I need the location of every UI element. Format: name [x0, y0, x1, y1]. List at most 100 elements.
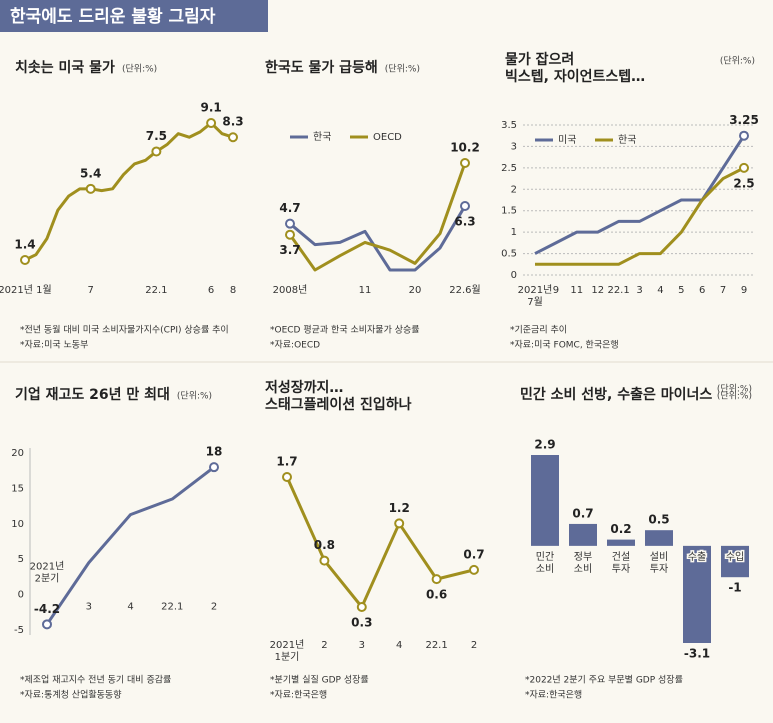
y-tick-label: 1 [511, 227, 517, 238]
point-marker [85, 183, 96, 194]
x-tick-label: 22.1 [425, 640, 447, 651]
x-tick-label: 4 [127, 602, 133, 613]
line [24, 121, 234, 262]
footnote: *기준금리 추이 [510, 325, 567, 336]
point-marker [460, 158, 470, 168]
y-tick-label: 0 [511, 270, 517, 281]
header-title: 한국에도 드리운 불황 그림자 [10, 7, 216, 27]
point-marker [739, 162, 749, 173]
x-tick-label: 2 [321, 640, 327, 651]
unit-label: (단위:%) [122, 64, 157, 75]
x-tick-label: 4 [657, 285, 663, 296]
text-line: 투자 [612, 563, 630, 575]
unit-label: (단위:%) [717, 391, 752, 402]
legend-label: 한국 [618, 134, 636, 146]
text-line: 스태그플레이션 진입하나 [265, 396, 412, 413]
data-label: 0.8 [314, 538, 335, 552]
y-tick-label: 3.5 [501, 120, 517, 131]
legend-label: 한국 [313, 131, 331, 143]
chart-title: 저성장까지… 스태그플레이션 진입하나 [265, 379, 412, 413]
footnote: *2022년 2분기 주요 부문별 GDP 성장률 [525, 675, 683, 686]
line [45, 465, 215, 626]
data-label: -1 [728, 581, 741, 595]
unit-label: (단위:%) [720, 56, 755, 67]
x-tick-label: 6 [699, 285, 705, 296]
point-marker [282, 472, 292, 482]
y-tick-label: 2.5 [501, 163, 517, 174]
y-tick-label: 2 [511, 184, 517, 195]
text-line: 2021년 [30, 561, 65, 573]
line [535, 166, 745, 266]
bar [569, 523, 597, 546]
chart-title: 기업 재고도 26년 만 최대 [15, 387, 170, 403]
x-tick-label: 민간 소비 [536, 551, 554, 575]
text-line: 투자 [650, 563, 668, 575]
x-tick-label: 2021년 1분기 [270, 639, 305, 663]
x-tick-label: 3 [359, 640, 365, 651]
footnote: *자료:한국은행 [525, 689, 582, 701]
x-tick-label: 5 [678, 285, 684, 296]
text-line: 건설 [612, 551, 630, 563]
bar [645, 530, 673, 546]
data-label: 1.7 [276, 455, 297, 469]
x-tick-label: 9 [741, 285, 747, 296]
data-label: 3.7 [279, 243, 300, 257]
data-label: 2.9 [534, 438, 555, 452]
y-tick-label: -5 [14, 625, 24, 636]
x-tick-label: 수출 [688, 551, 706, 563]
text-line: 2분기 [35, 573, 60, 585]
unit-label: (단위:%) [717, 384, 752, 395]
data-label: 9.1 [200, 101, 221, 115]
point-marker [469, 564, 479, 575]
x-tick-label: 수입 [726, 550, 744, 563]
data-label: -3.1 [684, 647, 710, 661]
point-marker [319, 555, 330, 566]
x-tick-label: 정부 소비 [574, 551, 592, 575]
y-tick-label: 1.5 [501, 206, 517, 217]
data-label: 3.25 [729, 113, 759, 127]
text-line: 빅스텝, 자이언트스텝… [505, 68, 645, 85]
text-line: 정부 [574, 551, 592, 563]
footnote: *자료:한국은행 [270, 689, 327, 701]
x-tick-label: 설비 투자 [650, 551, 668, 575]
header-band [0, 0, 268, 32]
y-tick-label: 3 [511, 141, 517, 152]
x-tick-label: 22.1 [145, 285, 167, 296]
text-line: 1분기 [275, 651, 300, 663]
x-tick-label: 22.6월 [449, 284, 480, 296]
footnote: *OECD 평균과 한국 소비자물가 상승률 [270, 325, 420, 336]
bar [531, 455, 559, 546]
footnote: *제조업 재고지수 전년 동기 대비 증감률 [20, 674, 171, 686]
x-tick-label: 3 [86, 602, 92, 613]
footnote: *자료:미국 노동부 [20, 340, 88, 351]
point-marker [228, 132, 238, 143]
x-tick-label: 11 [570, 285, 583, 296]
x-tick-label: 3 [636, 285, 642, 296]
x-tick-label: 건설 투자 [612, 551, 630, 575]
data-label: 8.3 [222, 115, 243, 129]
y-tick-label: 0.5 [501, 249, 517, 260]
footnote: *자료:OECD [270, 340, 320, 351]
x-tick-label: 20 [409, 285, 422, 296]
chart-title: 치솟는 미국 물가 [15, 60, 115, 76]
data-label: 1.4 [14, 238, 35, 252]
y-tick-label: 15 [11, 483, 24, 494]
point-marker [151, 146, 162, 157]
x-tick-label: 22.1 [161, 602, 183, 613]
point-marker [394, 518, 405, 529]
point-marker [285, 218, 295, 229]
x-tick-label: 2 [471, 640, 477, 651]
line [288, 162, 467, 272]
footnote: *분기별 실질 GDP 성장률 [270, 674, 369, 686]
footnote: *자료:미국 FOMC, 한국은행 [510, 339, 619, 351]
footnote: *자료:통계청 산업활동동향 [20, 689, 121, 701]
data-label: 6.3 [454, 215, 475, 229]
data-label: 0.2 [610, 522, 631, 536]
text-line: 저성장까지… [265, 379, 343, 396]
bar [683, 545, 711, 643]
x-tick-label: 8 [230, 285, 236, 296]
data-label: 0.7 [463, 547, 484, 561]
point-marker [739, 130, 749, 141]
chart-title: 한국도 물가 급등해 [265, 60, 378, 76]
x-tick-label: 9 [553, 285, 559, 296]
